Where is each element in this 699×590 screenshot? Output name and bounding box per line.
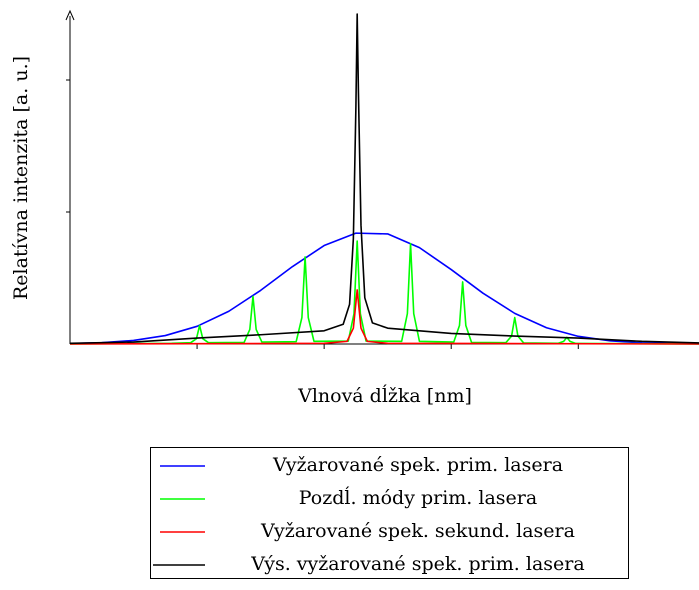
series-line — [69, 13, 699, 345]
series-line — [69, 289, 699, 345]
legend-box — [150, 447, 629, 579]
legend-label: Pozdĺ. módy prim. lasera — [299, 486, 537, 509]
y-axis-arrow — [65, 9, 75, 21]
legend-label: Vyžarované spek. sekund. lasera — [260, 520, 575, 542]
legend-label: Výs. vyžarované spek. prim. lasera — [250, 553, 584, 575]
series-line — [69, 240, 699, 345]
x-axis-label: Vlnová dĺžka [nm] — [297, 384, 472, 407]
legend-label: Vyžarované spek. prim. lasera — [272, 454, 563, 476]
y-axis-label: Relatívna intenzita [a. u.] — [10, 56, 32, 300]
